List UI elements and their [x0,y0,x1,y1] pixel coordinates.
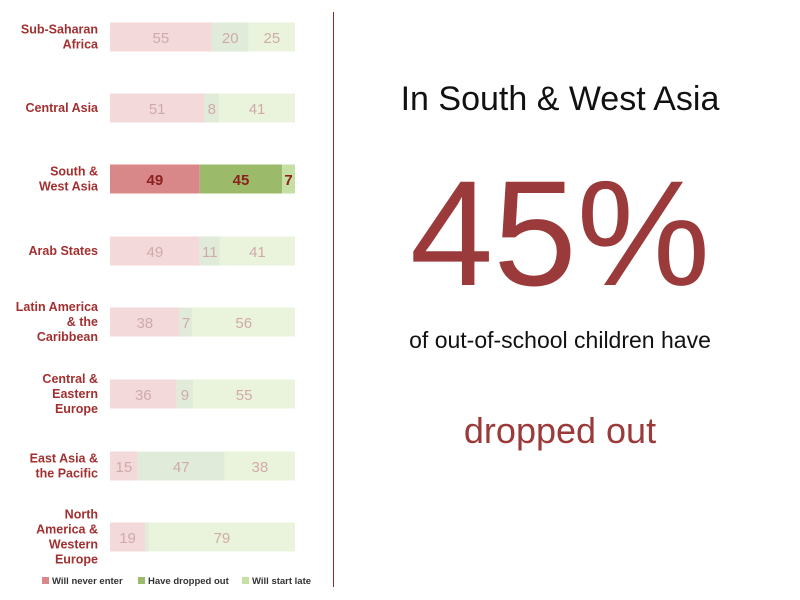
bar-segment [219,236,295,266]
legend-swatch [242,577,249,584]
data-label: 7 [182,315,190,332]
bar-segment [137,451,225,481]
data-label: 11 [202,244,218,261]
stacked-bar-chart: Sub-Saharan Africa 55 20 25 Central Asia 51 8 41… [16,22,311,587]
legend-swatch [138,577,145,584]
bar-segment [282,164,295,194]
category-label: Sub-Saharan Africa [21,23,99,52]
category-label: Central Asia [26,101,100,115]
category-label: Latin America & the Caribbean [16,300,99,344]
data-label: 55 [153,30,170,47]
data-label: 56 [235,315,252,332]
bar-segment [199,164,283,194]
bar-segment [148,522,295,552]
bar-segment [110,379,177,409]
bar-segment [224,451,295,481]
data-label: 36 [135,387,152,404]
data-label: 41 [249,244,266,261]
category-label: North America & Western Europe [36,508,98,567]
category-label: Arab States [29,244,99,258]
data-label: 79 [214,530,231,547]
bar-segment [179,307,193,337]
bar-segment [110,93,205,123]
data-label: 41 [249,101,266,118]
bar-segment [248,22,295,52]
bar-segment [110,22,212,52]
bar-segment [199,236,220,266]
headline-outcome: dropped out [463,410,657,451]
bar-segment [219,93,295,123]
bar-segment [145,522,149,552]
legend-label: Will never enter [52,576,123,587]
data-label: 38 [136,315,153,332]
bar-segment [204,93,220,123]
legend-label: Will start late [252,576,311,587]
headline-region: In South & West Asia [400,80,720,118]
data-label: 7 [284,172,292,189]
data-label: 55 [236,387,253,404]
vertical-divider [333,12,334,587]
headline-description: of out-of-school children have [409,327,711,353]
category-label: Central & Eastern Europe [42,372,98,416]
category-label: East Asia & the Pacific [30,452,98,481]
data-label: 49 [147,172,164,189]
bar-segment [110,522,146,552]
bar-segment [211,22,249,52]
data-label: 51 [149,101,166,118]
bar-segment [110,236,200,266]
data-label: 15 [116,459,133,476]
bar-segment [176,379,194,409]
bar-segment [192,307,295,337]
data-label: 19 [119,530,136,547]
data-label: 9 [181,387,189,404]
legend-swatch [42,577,49,584]
data-label: 47 [173,459,190,476]
legend-label: Have dropped out [148,576,230,587]
bar-segment [110,164,200,194]
bar-segment [193,379,295,409]
category-label: South & West Asia [39,165,99,194]
data-label: 20 [222,30,239,47]
data-label: 45 [233,172,250,189]
data-label: 25 [264,30,281,47]
bar-segment [110,451,138,481]
data-label: 8 [208,101,216,118]
data-label: 49 [147,244,164,261]
headline-percent: 45% [409,149,711,317]
data-label: 38 [252,459,269,476]
bar-segment [110,307,180,337]
